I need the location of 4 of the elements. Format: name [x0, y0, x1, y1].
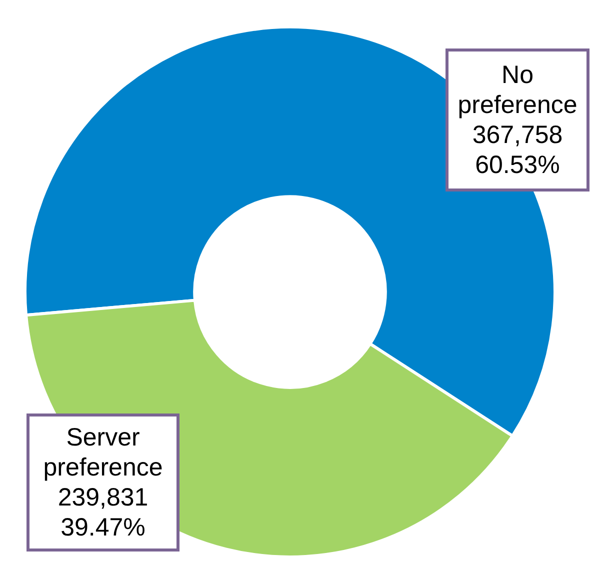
slice-label: Server preference	[43, 424, 163, 482]
slice-label: No preference	[458, 61, 578, 119]
data-label: 239,831 39.47%	[58, 484, 148, 542]
data-label: 367,758 60.53%	[472, 121, 563, 179]
